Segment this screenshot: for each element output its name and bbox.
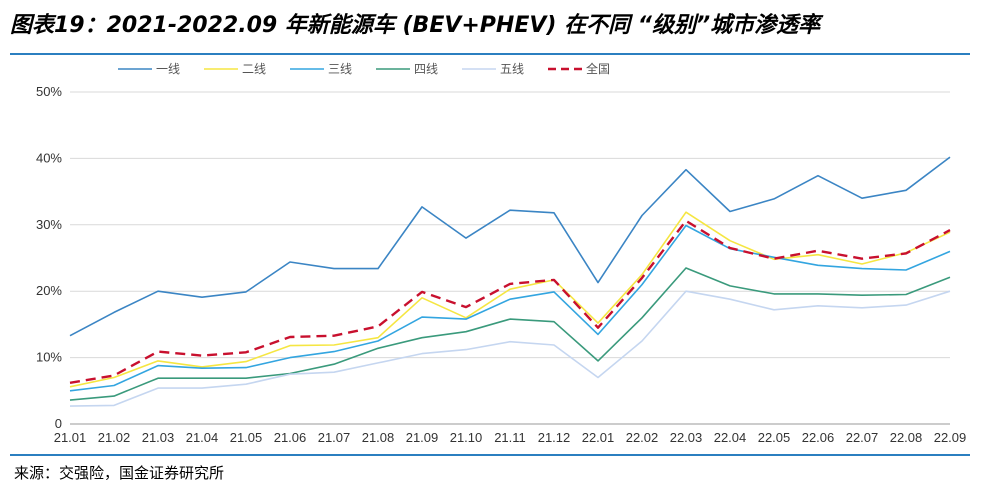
grid-lines — [70, 91, 950, 425]
series-line-五线 — [69, 290, 951, 407]
series-lines — [69, 156, 951, 407]
x-tick-label: 21.01 — [54, 430, 87, 445]
y-tick-label: 10% — [36, 350, 62, 365]
x-tick-label: 22.01 — [582, 430, 615, 445]
x-tick-label: 22.05 — [758, 430, 791, 445]
legend-label: 五线 — [500, 62, 524, 76]
legend-label: 四线 — [414, 62, 438, 76]
legend-label: 一线 — [156, 62, 180, 76]
y-tick-label: 30% — [36, 217, 62, 232]
x-tick-label: 21.04 — [186, 430, 219, 445]
legend: 一线 二线 三线 四线 五线 全国 — [118, 61, 610, 76]
x-tick-label: 22.02 — [626, 430, 659, 445]
bottom-rule — [10, 454, 970, 456]
x-tick-label: 21.09 — [406, 430, 439, 445]
x-tick-label: 22.09 — [934, 430, 967, 445]
y-tick-label: 0 — [55, 416, 62, 431]
series-line-二线 — [69, 211, 951, 388]
top-rule — [10, 53, 970, 55]
x-tick-label: 21.07 — [318, 430, 351, 445]
x-tick-label: 22.08 — [890, 430, 923, 445]
series-line-三线 — [69, 224, 951, 392]
y-tick-label: 50% — [36, 84, 62, 99]
series-line-四线 — [69, 267, 951, 401]
y-tick-label: 40% — [36, 150, 62, 165]
x-tick-label: 21.02 — [98, 430, 131, 445]
legend-label: 二线 — [242, 62, 266, 76]
y-axis-ticks: 0 10% 20% 30% 40% 50% — [36, 84, 62, 431]
x-tick-label: 22.07 — [846, 430, 879, 445]
source-note: 来源：交强险，国金证券研究所 — [14, 464, 225, 482]
x-tick-label: 22.06 — [802, 430, 835, 445]
x-axis-ticks: 21.01 21.02 21.03 21.04 21.05 21.06 21.07 21.08… — [54, 430, 967, 445]
x-tick-label: 21.05 — [230, 430, 263, 445]
x-tick-label: 21.08 — [362, 430, 395, 445]
x-tick-label: 22.04 — [714, 430, 747, 445]
x-tick-label: 21.03 — [142, 430, 175, 445]
y-tick-label: 20% — [36, 283, 62, 298]
x-tick-label: 21.12 — [538, 430, 571, 445]
x-tick-label: 21.06 — [274, 430, 307, 445]
series-line-一线 — [69, 156, 951, 337]
figure-title: 图表19：2021-2022.09 年新能源车 (BEV+PHEV) 在不同 “… — [10, 13, 821, 38]
series-line-全国 — [69, 219, 951, 384]
legend-label: 全国 — [586, 61, 610, 76]
x-tick-label: 21.10 — [450, 430, 483, 445]
x-tick-label: 22.03 — [670, 430, 703, 445]
x-tick-label: 21.11 — [494, 430, 526, 445]
legend-label: 三线 — [328, 62, 352, 76]
